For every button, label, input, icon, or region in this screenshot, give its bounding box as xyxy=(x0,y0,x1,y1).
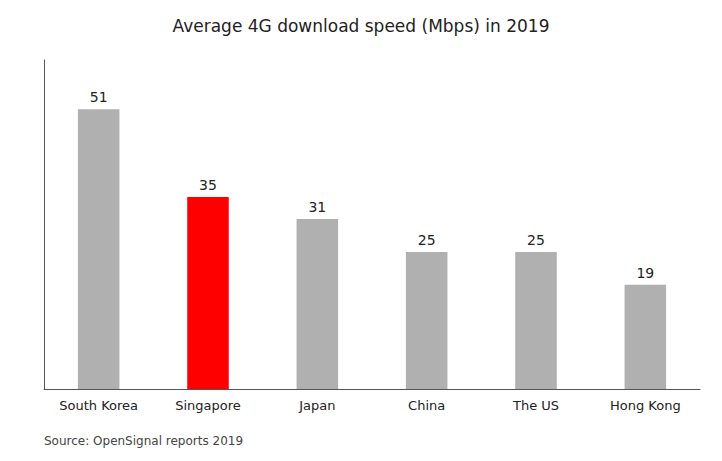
svg-text:South Korea: South Korea xyxy=(59,398,138,413)
svg-text:Hong Kong: Hong Kong xyxy=(610,398,681,413)
svg-text:19: 19 xyxy=(636,265,654,281)
svg-text:Source: OpenSignal reports 201: Source: OpenSignal reports 2019 xyxy=(44,434,243,448)
svg-text:Average 4G download speed (Mbp: Average 4G download speed (Mbps) in 2019 xyxy=(173,16,550,36)
svg-text:51: 51 xyxy=(90,89,108,105)
svg-text:35: 35 xyxy=(199,177,217,193)
svg-text:25: 25 xyxy=(418,232,436,248)
svg-text:The US: The US xyxy=(512,398,559,413)
svg-text:China: China xyxy=(408,398,445,413)
svg-text:31: 31 xyxy=(308,199,326,215)
svg-text:Singapore: Singapore xyxy=(175,398,241,413)
svg-text:Japan: Japan xyxy=(298,398,335,413)
svg-text:25: 25 xyxy=(527,232,545,248)
